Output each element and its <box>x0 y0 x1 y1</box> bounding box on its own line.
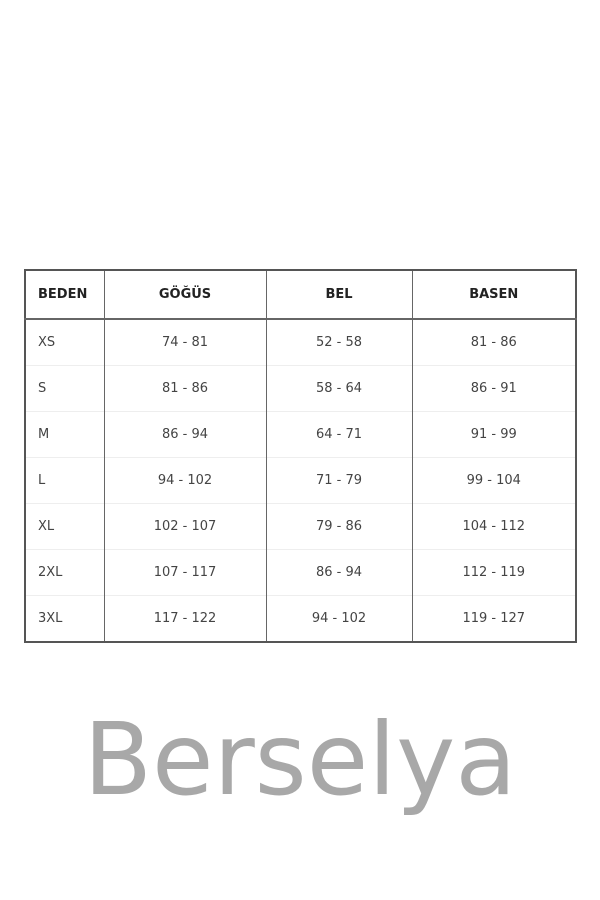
header-beden: BEDEN <box>25 270 104 320</box>
cell-waist: 58 - 64 <box>265 365 412 412</box>
header-row: BEDEN GÖĞÜS BEL BASEN <box>25 270 576 320</box>
cell-hip: 99 - 104 <box>411 457 576 504</box>
cell-hip: 104 - 112 <box>411 503 576 550</box>
table-row: M 86 - 94 64 - 71 91 - 99 <box>25 411 576 458</box>
cell-hip: 119 - 127 <box>411 595 576 642</box>
cell-hip: 81 - 86 <box>411 318 576 366</box>
cell-chest: 107 - 117 <box>103 549 266 596</box>
table-row: L 94 - 102 71 - 79 99 - 104 <box>25 457 576 504</box>
size-chart-table: BEDEN GÖĞÜS BEL BASEN XS 74 - 81 52 - 58 81… <box>24 269 577 643</box>
table-row: XL 102 - 107 79 - 86 104 - 112 <box>25 503 576 550</box>
cell-waist: 79 - 86 <box>265 503 412 550</box>
cell-size: L <box>25 457 104 504</box>
cell-waist: 94 - 102 <box>265 595 412 642</box>
table-row: XS 74 - 81 52 - 58 81 - 86 <box>25 318 576 366</box>
header-gogus: GÖĞÜS <box>103 270 266 320</box>
watermark: Berselya <box>83 701 517 818</box>
table-row: 3XL 117 - 122 94 - 102 119 - 127 <box>25 595 576 642</box>
cell-chest: 94 - 102 <box>103 457 266 504</box>
cell-size: S <box>25 365 104 412</box>
cell-waist: 86 - 94 <box>265 549 412 596</box>
cell-size: M <box>25 411 104 458</box>
cell-chest: 117 - 122 <box>103 595 266 642</box>
cell-hip: 86 - 91 <box>411 365 576 412</box>
cell-size: XS <box>25 318 104 366</box>
header-basen: BASEN <box>411 270 576 320</box>
cell-size: XL <box>25 503 104 550</box>
cell-size: 2XL <box>25 549 104 596</box>
header-bel: BEL <box>265 270 412 320</box>
cell-waist: 52 - 58 <box>265 318 412 366</box>
cell-hip: 91 - 99 <box>411 411 576 458</box>
cell-chest: 81 - 86 <box>103 365 266 412</box>
cell-chest: 74 - 81 <box>103 318 266 366</box>
table-row: 2XL 107 - 117 86 - 94 112 - 119 <box>25 549 576 596</box>
cell-waist: 64 - 71 <box>265 411 412 458</box>
cell-size: 3XL <box>25 595 104 642</box>
table-row: S 81 - 86 58 - 64 86 - 91 <box>25 365 576 412</box>
cell-chest: 86 - 94 <box>103 411 266 458</box>
table-body: XS 74 - 81 52 - 58 81 - 86 S 81 - 86 58 - 64 86… <box>25 318 576 642</box>
cell-chest: 102 - 107 <box>103 503 266 550</box>
cell-waist: 71 - 79 <box>265 457 412 504</box>
cell-hip: 112 - 119 <box>411 549 576 596</box>
